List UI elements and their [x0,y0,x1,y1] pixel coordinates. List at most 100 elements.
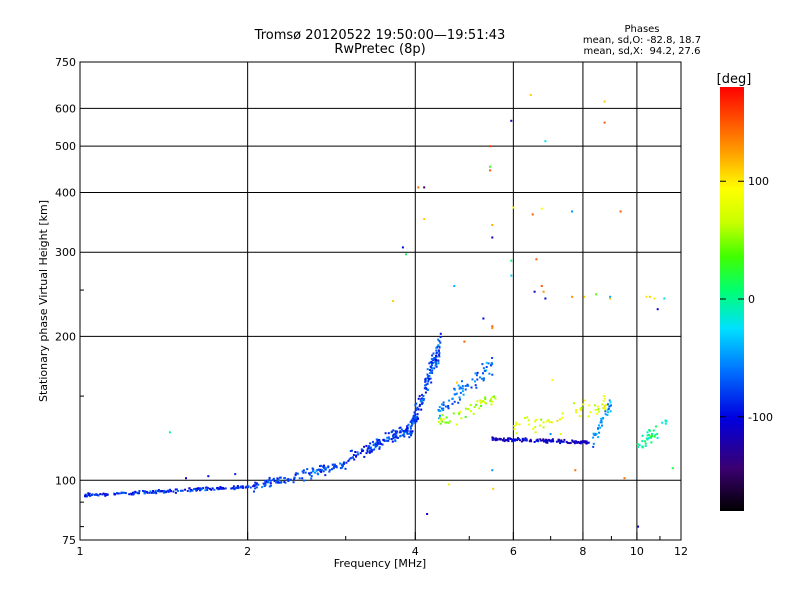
data-point [594,409,597,411]
data-point [406,427,409,430]
data-point [128,493,131,496]
data-point [575,441,578,444]
data-point [438,345,441,348]
data-point [426,368,429,371]
data-point [602,407,605,410]
data-point [411,422,414,425]
data-point [507,440,510,443]
data-point [646,434,649,437]
data-point [431,372,434,374]
data-point [489,400,492,403]
data-point [531,213,534,216]
data-point [418,405,421,408]
data-point [233,488,236,491]
data-point [654,433,657,436]
data-point [392,429,395,432]
colorbar-tick-label: -100 [748,411,773,424]
data-point [149,490,152,493]
data-point [524,437,527,440]
data-point [415,418,418,421]
data-point [596,412,599,415]
data-point [143,492,146,495]
data-point [596,405,599,408]
data-point [344,467,347,470]
data-point [573,402,575,405]
data-point [343,462,345,465]
data-point [372,443,375,446]
data-point [310,477,313,480]
data-point [580,406,583,409]
data-point [491,357,494,359]
data-point [167,490,170,493]
data-point [603,397,606,400]
data-point [583,440,586,443]
data-point [378,440,381,443]
data-point [412,415,415,418]
data-point [264,482,267,485]
data-point [174,491,177,494]
data-point [104,493,107,496]
data-point [396,430,398,433]
data-point [481,363,484,366]
data-point [132,492,135,495]
data-point [414,404,417,407]
data-point [405,429,408,432]
data-point [593,433,596,436]
data-point [199,487,202,490]
data-point [539,438,542,441]
data-point [411,420,414,423]
data-point [608,399,611,402]
data-point [409,430,412,433]
data-point [264,479,267,482]
data-point [544,297,547,300]
data-point [520,440,523,443]
y-tick-label: 300 [55,246,76,259]
data-point [534,426,537,429]
data-point [463,340,466,343]
data-point [599,426,602,429]
data-point [439,336,442,338]
data-point [447,407,450,410]
data-point [413,411,416,414]
data-point [515,421,518,424]
data-point [649,435,652,438]
data-point [409,427,412,430]
data-point [85,493,88,496]
data-point [484,398,487,400]
data-point [501,439,504,442]
data-point [217,488,220,491]
data-point [547,438,550,441]
data-point [559,418,561,421]
data-point [636,443,639,446]
data-point [438,352,441,355]
data-point [152,490,155,492]
data-point [205,486,208,489]
data-point [202,487,205,490]
data-point [419,403,421,406]
data-point [99,493,102,496]
data-point [416,406,419,409]
data-point [484,401,486,404]
data-point [145,490,148,493]
data-point [421,399,424,402]
data-point [363,445,366,448]
data-point [451,402,454,405]
data-point [165,490,168,493]
data-point [320,469,323,472]
data-point [502,437,505,440]
data-point [422,398,425,400]
data-point [561,412,564,415]
data-point [609,401,612,404]
data-point [323,464,325,467]
data-point [303,479,305,482]
data-point [518,423,521,426]
data-point [414,409,417,412]
data-point [579,442,581,444]
data-point [345,461,348,464]
data-point [241,485,244,488]
colorbar-tick-label: 100 [748,175,769,188]
data-point [491,400,494,403]
data-point [585,440,588,443]
data-point [509,437,511,440]
data-point [439,417,442,420]
